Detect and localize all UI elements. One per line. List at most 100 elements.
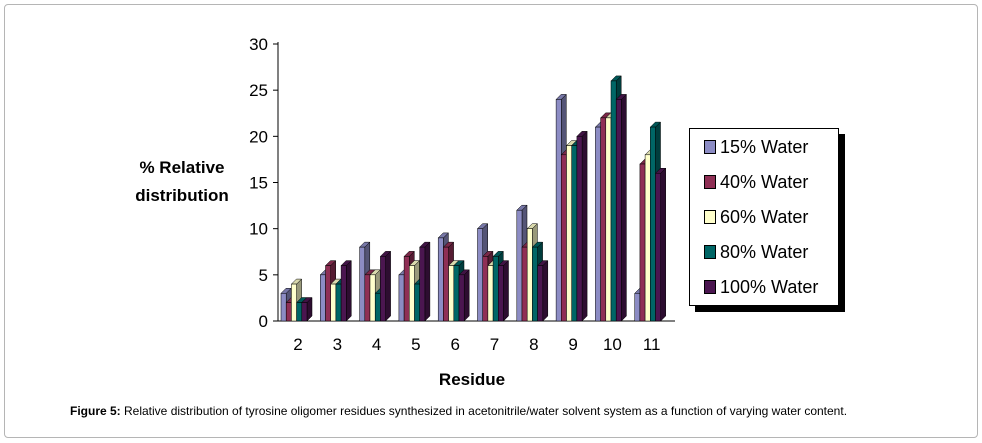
bar-front <box>477 228 483 322</box>
legend-item: 15% Water <box>704 137 808 158</box>
bar-front <box>492 256 499 322</box>
bar-side <box>660 167 666 322</box>
bar <box>419 241 431 322</box>
x-tick-label: 6 <box>450 335 459 354</box>
y-tick-label: 15 <box>249 174 268 193</box>
bar-front <box>600 117 607 322</box>
y-axis-label: % Relative distribution <box>135 158 229 205</box>
legend-swatch <box>704 140 716 154</box>
y-tick-label: 5 <box>259 266 268 285</box>
bar-front <box>398 274 405 322</box>
legend-label: 80% Water <box>720 242 809 262</box>
bar-side <box>542 259 549 322</box>
bar <box>379 250 392 322</box>
bar-front <box>521 246 528 322</box>
legend-item: 40% Water <box>704 172 808 193</box>
y-tick-label: 25 <box>249 81 268 100</box>
bar-front <box>374 293 381 322</box>
legend-item: 80% Water <box>704 242 808 263</box>
bar-front <box>634 293 641 322</box>
bar-front <box>359 246 366 322</box>
x-tick-label: 10 <box>603 335 622 354</box>
bar-front <box>532 246 538 322</box>
bar <box>340 259 352 322</box>
legend-item: 60% Water <box>704 207 808 228</box>
bar-front <box>369 274 376 322</box>
bar-front <box>296 302 303 322</box>
legend-label: 15% Water <box>720 137 809 157</box>
bar-front <box>498 265 504 322</box>
bar-front <box>380 256 386 322</box>
bar-front <box>340 265 347 322</box>
bar-side <box>621 93 627 322</box>
bar-front <box>610 80 617 322</box>
bar <box>497 259 510 322</box>
bar-side <box>424 241 431 322</box>
bar-front <box>320 274 326 322</box>
x-tick-label: 4 <box>372 335 381 354</box>
y-tick-label: 10 <box>249 220 268 239</box>
y-tick-label: 30 <box>249 35 268 54</box>
legend-label: 100% Water <box>720 277 819 297</box>
legend-label: 60% Water <box>720 207 809 227</box>
bar-side <box>463 269 470 322</box>
bar-front <box>364 274 371 322</box>
bar-front <box>576 136 583 322</box>
bar-chart: 0 5 10 15 20 25 30 2 3 4 5 6 7 8 9 10 11 <box>249 35 675 354</box>
bar <box>536 259 549 322</box>
legend-item: 100% Water <box>704 277 818 298</box>
bar-front <box>325 265 331 322</box>
bar-front <box>285 302 292 322</box>
x-tick-label: 9 <box>568 335 577 354</box>
bar-front <box>409 265 415 322</box>
bar-front <box>516 209 523 322</box>
x-tick-label: 7 <box>490 335 499 354</box>
y-tick-label: 20 <box>249 127 268 146</box>
legend-swatch <box>704 245 716 259</box>
caption-text: Relative distribution of tyrosine oligom… <box>120 404 848 418</box>
bar-front <box>437 237 444 322</box>
bar-front <box>482 256 489 322</box>
x-axis-label: Residue <box>438 370 506 389</box>
x-tick-label: 8 <box>529 335 538 354</box>
caption-label: Figure 5: <box>70 404 121 418</box>
figure-caption: Figure 5: Relative distribution of tyros… <box>70 404 847 418</box>
bar-front <box>280 293 287 322</box>
bar-side <box>346 259 352 322</box>
x-tick-label: 3 <box>333 335 342 354</box>
bar-front <box>458 274 465 322</box>
legend-swatch <box>704 175 716 189</box>
bar-front <box>655 173 661 322</box>
bar <box>654 167 667 322</box>
x-tick-label: 11 <box>643 335 661 354</box>
bar-side <box>385 250 391 322</box>
x-tick-label: 5 <box>411 335 420 354</box>
bar-front <box>414 283 420 322</box>
legend-label: 40% Water <box>720 172 809 192</box>
bar-front <box>301 302 308 322</box>
bar-front <box>330 283 337 322</box>
legend: 15% Water 40% Water 60% Water 80% Water … <box>689 128 839 306</box>
bar-side <box>581 130 588 322</box>
bar <box>615 93 628 322</box>
bar-front <box>595 126 601 322</box>
bar-front <box>448 265 455 322</box>
bar-front <box>537 265 544 322</box>
bar-front <box>605 117 612 322</box>
bar-front <box>615 99 622 322</box>
bar-front <box>291 283 297 322</box>
bar-front <box>419 246 426 322</box>
bar-front <box>566 145 572 322</box>
bar-front <box>639 163 646 322</box>
bar-front <box>443 246 449 322</box>
bar-front <box>335 283 342 322</box>
bar-front <box>644 154 651 322</box>
x-tick-label: 2 <box>293 335 302 354</box>
bar-front <box>526 228 533 322</box>
bar-side <box>503 259 509 322</box>
bar-front <box>453 265 460 322</box>
bar-front <box>555 99 562 322</box>
bar <box>576 130 588 322</box>
bar <box>301 296 313 322</box>
bar-front <box>571 145 578 322</box>
